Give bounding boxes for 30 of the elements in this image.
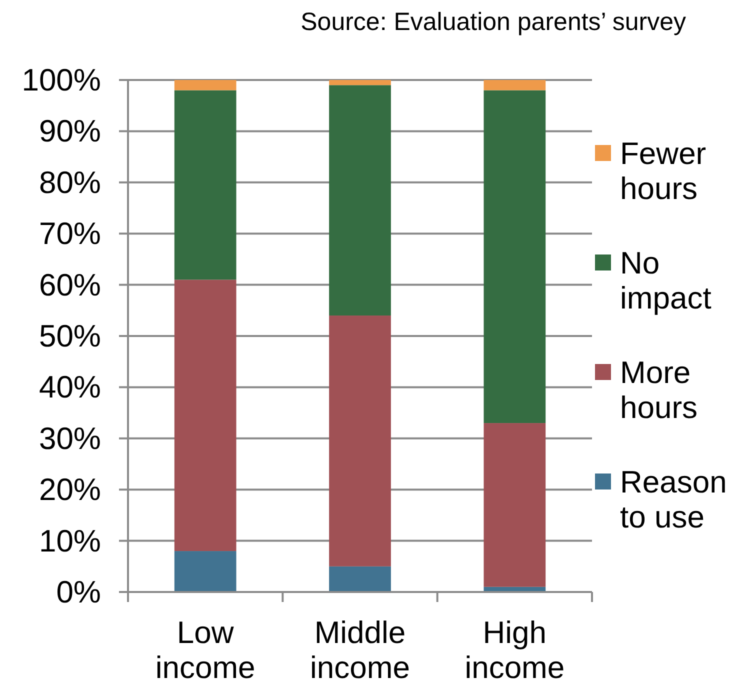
bar: [174, 90, 236, 280]
y-tick-label: 80%: [38, 164, 101, 200]
y-tick-label: 100%: [22, 62, 101, 98]
legend-label: No impact: [620, 245, 712, 315]
bar: [174, 551, 236, 592]
bar: [329, 80, 391, 86]
x-tick-label: High income: [464, 615, 565, 681]
bar: [329, 566, 391, 592]
bar: [484, 90, 546, 424]
bar: [484, 423, 546, 587]
y-tick-label: 30%: [38, 420, 101, 456]
x-tick-label: Middle income: [310, 615, 410, 681]
y-tick-label: 0%: [56, 574, 101, 610]
bar: [329, 316, 391, 566]
x-tick-label: Low income: [155, 615, 256, 681]
y-tick-label: 90%: [38, 114, 101, 149]
legend-label: More hours: [620, 354, 698, 424]
bar: [174, 280, 236, 552]
source-note: Source: Evaluation parents’ survey: [300, 8, 686, 36]
legend-label: Fewer hours: [620, 136, 706, 206]
bar: [484, 80, 546, 90]
y-tick-label: 20%: [38, 472, 101, 508]
y-tick-label: 40%: [38, 370, 101, 405]
y-tick-label: 70%: [38, 216, 101, 252]
bar: [174, 80, 236, 90]
y-tick-label: 60%: [38, 267, 101, 302]
y-tick-label: 10%: [38, 523, 101, 558]
bar: [329, 85, 391, 316]
y-tick-label: 50%: [38, 318, 101, 354]
legend-label: Reason to use: [620, 464, 727, 534]
